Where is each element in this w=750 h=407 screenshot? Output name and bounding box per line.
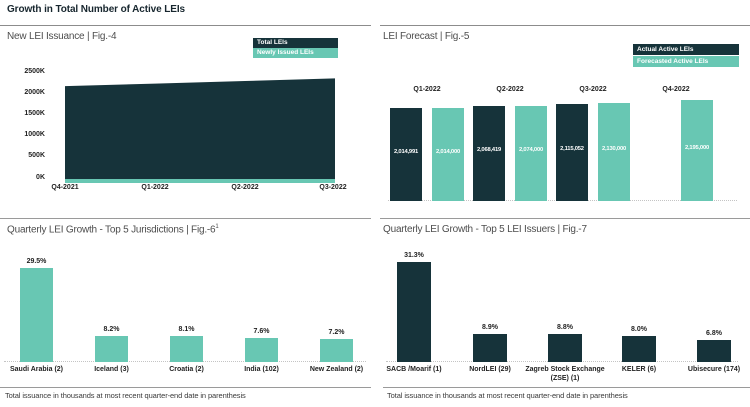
fig4-area-plot bbox=[65, 78, 335, 183]
fig7-bar bbox=[622, 336, 656, 362]
fig5-x-label: Q1-2022 bbox=[413, 86, 441, 93]
fig4-y-tick: 2500K bbox=[24, 67, 45, 75]
fig6-bar-label: 7.6% bbox=[253, 327, 270, 335]
fig4-legend: Total LEIs Newly Issued LEIs bbox=[253, 38, 338, 58]
fig6-category-label: New Zealand (2) bbox=[309, 366, 364, 373]
fig5-bar-value-label: 2,074,000 bbox=[519, 147, 543, 154]
fig5-bar-value-label: 2,014,991 bbox=[394, 148, 418, 155]
fig6-bar bbox=[95, 335, 128, 362]
fig7-category-label: Ubisecure (174) bbox=[687, 366, 741, 373]
fig5-title-text: LEI Forecast | Fig.-5 bbox=[383, 31, 470, 42]
fig5-x-label: Q3-2022 bbox=[579, 86, 607, 93]
fig7-bar bbox=[548, 333, 582, 362]
fig6-bar-label: 8.2% bbox=[103, 325, 120, 333]
fig4-title: New LEI Issuance | Fig.-4 bbox=[7, 31, 117, 42]
fig6-category-label: Saudi Arabia (2) bbox=[9, 366, 64, 373]
fig5-bar-actual bbox=[390, 108, 422, 201]
fig7-bar-label: 6.8% bbox=[706, 330, 722, 338]
fig6-bar-label: 29.5% bbox=[26, 257, 47, 265]
fig7-category-label: KELER (6) bbox=[621, 366, 657, 373]
fig6-title-text: Quarterly LEI Growth - Top 5 Jurisdictio… bbox=[7, 224, 216, 236]
fig6-bar bbox=[245, 337, 278, 362]
fig5-bar-value-label: 2,130,000 bbox=[602, 145, 626, 152]
fig4-y-tick: 1500K bbox=[24, 109, 45, 117]
fig7-title-text: Quarterly LEI Growth - Top 5 LEI Issuers… bbox=[383, 224, 587, 235]
fig5-bar-forecast bbox=[598, 102, 630, 201]
fig5-legend-item-actual: Actual Active LEIs bbox=[633, 44, 739, 55]
header-rule-right bbox=[380, 25, 750, 26]
fig5-bar-forecast bbox=[515, 105, 547, 201]
fig5-bar-actual bbox=[473, 105, 505, 201]
fig7-category-label: NordLEI (29) bbox=[469, 366, 511, 373]
fig5-legend-item-forecasted: Forecasted Active LEIs bbox=[633, 56, 739, 67]
fig7-bar-label: 8.9% bbox=[482, 323, 498, 331]
fig7-category-label: SACB /Moarif (1) bbox=[386, 366, 442, 373]
fig6-footnote: Total issuance in thousands at most rece… bbox=[5, 391, 246, 400]
fig4-legend-item-newly-issued: Newly Issued LEIs bbox=[253, 48, 338, 58]
header-rule-left bbox=[0, 25, 371, 26]
fig6-category-label: Croatia (2) bbox=[169, 366, 204, 373]
fig7-bar-label: 31.3% bbox=[404, 252, 424, 259]
mid-rule-left bbox=[0, 218, 371, 219]
fig7-bar-label: 8.0% bbox=[631, 326, 647, 334]
fig7-bar bbox=[397, 262, 431, 362]
fig6-bar bbox=[20, 267, 53, 362]
fig4-newly-issued-area bbox=[65, 179, 335, 183]
fig4-y-tick: 0K bbox=[36, 173, 45, 181]
fig4-y-tick: 500K bbox=[28, 152, 45, 160]
fig6-category-label: India (102) bbox=[244, 366, 279, 373]
fig4-y-tick: 2000K bbox=[24, 88, 45, 96]
fig6-category-label: Iceland (3) bbox=[94, 366, 129, 373]
fig5-bar-forecast bbox=[432, 108, 464, 201]
mid-rule-right bbox=[380, 218, 750, 219]
fig5-bar-forecast bbox=[681, 100, 713, 201]
fig7-bar bbox=[473, 333, 507, 362]
fig6-footnote-marker: 1 bbox=[215, 224, 219, 230]
fig4-y-tick: 1000K bbox=[24, 131, 45, 139]
fig5-bar-actual bbox=[556, 103, 588, 201]
fig4-x-tick: Q4-2021 bbox=[51, 184, 79, 191]
fig4-x-tick: Q3-2022 bbox=[319, 184, 347, 191]
fig6-bar-label: 8.1% bbox=[178, 326, 195, 334]
fig6-bar bbox=[170, 336, 203, 362]
fig4-total-leis-area bbox=[65, 78, 335, 179]
fig5-x-label: Q4-2022 bbox=[662, 86, 690, 93]
fig5-title: LEI Forecast | Fig.-5 bbox=[383, 31, 469, 42]
fig5-bar-value-label: 2,014,000 bbox=[436, 148, 460, 155]
fig7-bar bbox=[697, 340, 731, 362]
fig7-footnote: Total issuance in thousands at most rece… bbox=[387, 391, 628, 400]
fig5-x-label: Q2-2022 bbox=[496, 86, 524, 93]
fig7-bar-label: 8.8% bbox=[557, 323, 573, 331]
fig5-legend: Actual Active LEIs Forecasted Active LEI… bbox=[633, 44, 739, 67]
fig7-title: Quarterly LEI Growth - Top 5 LEI Issuers… bbox=[383, 224, 587, 235]
fig4-x-tick: Q2-2022 bbox=[231, 184, 259, 191]
fig7-category-label: Zagreb Stock Exchange (ZSE) (1) bbox=[525, 366, 605, 382]
fig6-bar-label: 7.2% bbox=[328, 328, 345, 336]
fig5-bar-value-label: 2,195,000 bbox=[685, 144, 709, 151]
fig5-bar-value-label: 2,115,052 bbox=[560, 146, 584, 153]
fig5-bar-value-label: 2,068,419 bbox=[477, 147, 501, 154]
fig4-legend-item-total-leis: Total LEIs bbox=[253, 38, 338, 48]
page-title: Growth in Total Number of Active LEIs bbox=[7, 4, 185, 15]
fig4-title-text: New LEI Issuance | Fig.-4 bbox=[7, 31, 117, 42]
fig4-x-tick: Q1-2022 bbox=[141, 184, 169, 191]
fig6-bar bbox=[320, 338, 353, 362]
footer-rule-right bbox=[383, 387, 750, 388]
fig6-title: Quarterly LEI Growth - Top 5 Jurisdictio… bbox=[7, 224, 219, 235]
footer-rule-left bbox=[0, 387, 371, 388]
